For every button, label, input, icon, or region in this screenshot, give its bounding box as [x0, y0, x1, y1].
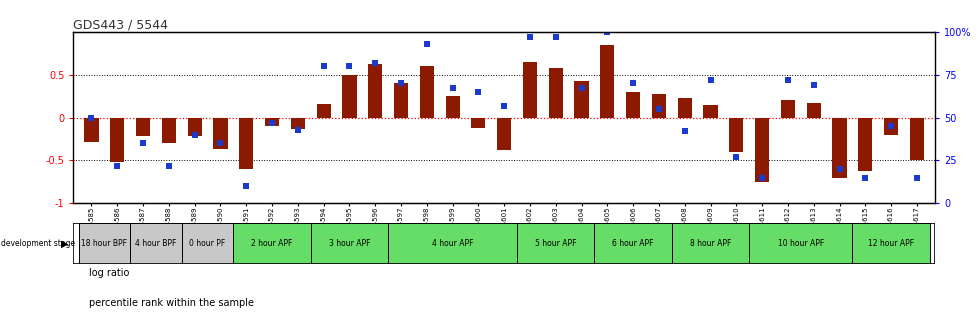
Point: [289, 127, 305, 132]
Bar: [600, 45, 614, 118]
Bar: [342, 75, 356, 118]
Point: [160, 163, 176, 168]
Bar: [470, 118, 485, 128]
Bar: [111, 118, 124, 162]
Bar: [516, 223, 594, 264]
Bar: [548, 68, 562, 118]
Bar: [594, 223, 671, 264]
Text: 4 hour BPF: 4 hour BPF: [135, 239, 176, 248]
Bar: [748, 223, 852, 264]
Bar: [233, 223, 310, 264]
Point: [316, 64, 332, 69]
Bar: [188, 118, 201, 136]
Point: [548, 34, 563, 40]
Bar: [420, 66, 433, 118]
Bar: [290, 118, 304, 129]
Bar: [368, 65, 382, 118]
Text: 10 hour APF: 10 hour APF: [777, 239, 823, 248]
Bar: [213, 118, 227, 149]
Text: development stage: development stage: [1, 239, 75, 248]
Point: [110, 163, 125, 168]
Text: 3 hour APF: 3 hour APF: [329, 239, 370, 248]
Text: 6 hour APF: 6 hour APF: [612, 239, 653, 248]
Point: [367, 60, 382, 66]
Bar: [671, 223, 748, 264]
Point: [753, 175, 769, 180]
Bar: [84, 118, 99, 141]
Bar: [182, 223, 233, 264]
Bar: [806, 103, 820, 118]
Text: 4 hour APF: 4 hour APF: [431, 239, 473, 248]
Text: ▶: ▶: [61, 239, 68, 249]
Bar: [265, 118, 279, 126]
Point: [83, 115, 99, 120]
Point: [779, 77, 795, 83]
Bar: [78, 223, 130, 264]
Text: 8 hour APF: 8 hour APF: [689, 239, 731, 248]
Bar: [387, 223, 516, 264]
Bar: [522, 62, 537, 118]
Point: [909, 175, 924, 180]
Point: [625, 81, 641, 86]
Text: 2 hour APF: 2 hour APF: [251, 239, 292, 248]
Point: [187, 132, 202, 137]
Point: [676, 129, 691, 134]
Bar: [316, 104, 331, 118]
Text: 0 hour PF: 0 hour PF: [189, 239, 226, 248]
Point: [444, 86, 460, 91]
Bar: [310, 223, 387, 264]
Bar: [883, 118, 897, 135]
Bar: [703, 105, 717, 118]
Point: [212, 140, 228, 146]
Point: [702, 77, 718, 83]
Bar: [393, 83, 408, 118]
Point: [239, 183, 254, 189]
Bar: [858, 118, 871, 171]
Bar: [754, 118, 769, 182]
Bar: [130, 223, 182, 264]
Point: [805, 82, 821, 88]
Point: [419, 41, 434, 47]
Point: [857, 175, 872, 180]
Point: [393, 81, 409, 86]
Text: 5 hour APF: 5 hour APF: [534, 239, 576, 248]
Bar: [239, 118, 253, 169]
Point: [573, 86, 589, 91]
Bar: [161, 118, 176, 143]
Bar: [574, 81, 588, 118]
Bar: [780, 100, 794, 118]
Point: [341, 64, 357, 69]
Text: GDS443 / 5544: GDS443 / 5544: [73, 19, 168, 32]
Bar: [136, 118, 150, 136]
Bar: [831, 118, 846, 177]
Point: [496, 103, 511, 108]
Text: log ratio: log ratio: [89, 268, 129, 278]
Bar: [651, 94, 665, 118]
Bar: [445, 96, 460, 118]
Text: 18 hour BPF: 18 hour BPF: [81, 239, 127, 248]
Bar: [909, 118, 923, 161]
Point: [728, 154, 743, 160]
Point: [882, 124, 898, 129]
Point: [831, 166, 847, 172]
Point: [521, 34, 537, 40]
Bar: [497, 118, 511, 150]
Bar: [852, 223, 929, 264]
Point: [650, 107, 666, 112]
Bar: [677, 98, 691, 118]
Point: [264, 120, 280, 125]
Point: [135, 140, 151, 146]
Point: [599, 29, 614, 35]
Point: [470, 89, 486, 95]
Bar: [729, 118, 742, 152]
Text: percentile rank within the sample: percentile rank within the sample: [89, 298, 254, 308]
Text: 12 hour APF: 12 hour APF: [867, 239, 913, 248]
Bar: [625, 92, 640, 118]
